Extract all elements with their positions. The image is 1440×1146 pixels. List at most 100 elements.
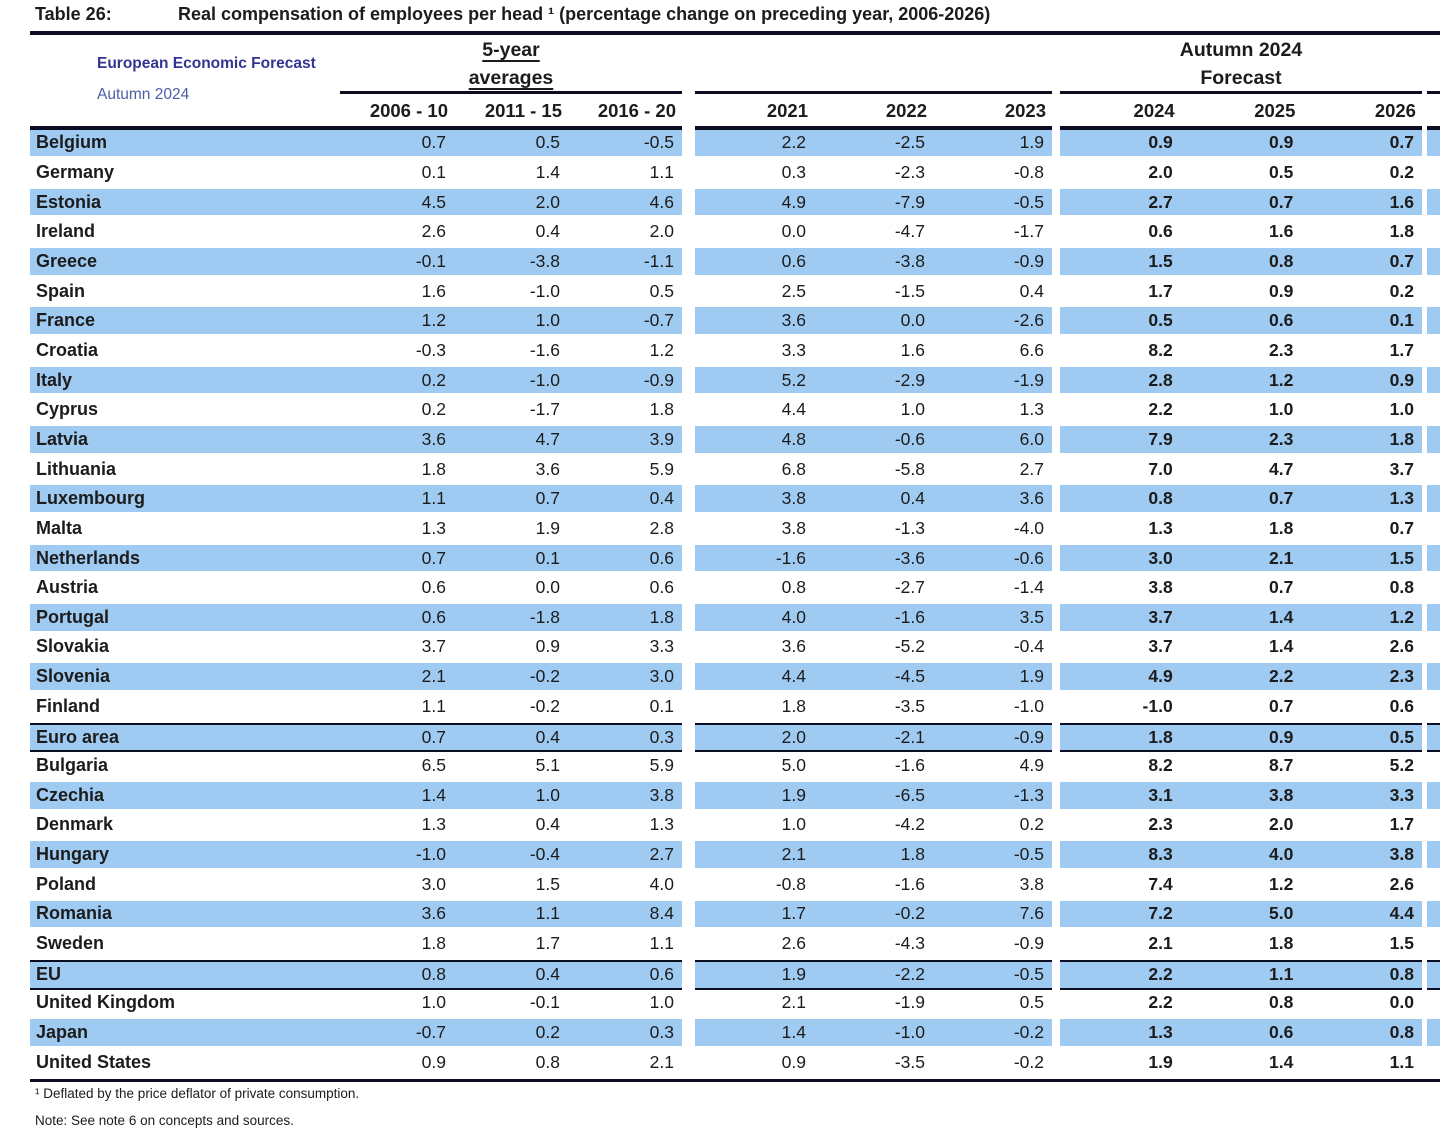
value-cell: 2.7: [1060, 188, 1181, 219]
column-group-gap: [682, 188, 695, 219]
value-cell: 0.7: [1301, 515, 1422, 545]
country-name: Austria: [30, 574, 340, 604]
value-cell: 3.8: [933, 871, 1052, 901]
value-cell: -4.7: [814, 218, 933, 249]
value-cell: 8.2: [1060, 337, 1181, 367]
column-group-gap: [682, 633, 695, 664]
value-cell: 4.4: [1301, 900, 1422, 931]
value-cell: 3.8: [1060, 574, 1181, 604]
column-group-gap: [1421, 159, 1427, 189]
value-cell: 0.9: [1060, 129, 1181, 160]
value-cell: -0.5: [933, 188, 1052, 219]
column-group-gap: [1052, 455, 1060, 486]
value-cell: -2.6: [933, 307, 1052, 338]
column-group-gap: [1421, 692, 1427, 723]
column-group-gap: [682, 159, 695, 189]
value-cell: 1.8: [1180, 930, 1302, 960]
forecast-group-line2: Forecast: [1200, 67, 1282, 89]
cut-off-column: [1426, 634, 1440, 664]
value-cell: 2.2: [1060, 959, 1181, 990]
column-group-gap: [1052, 426, 1060, 456]
cut-off-column: [1426, 1049, 1440, 1079]
country-name: Ireland: [30, 218, 340, 249]
value-cell: 1.1: [340, 693, 454, 723]
value-cell: 0.1: [340, 159, 454, 189]
value-cell: 3.9: [568, 426, 682, 456]
cut-off-column: [1426, 248, 1440, 278]
value-cell: 2.6: [1301, 871, 1422, 901]
cut-off-column: [1426, 366, 1440, 397]
country-name: Romania: [30, 900, 340, 931]
column-group-gap: [1052, 604, 1060, 634]
value-cell: 3.7: [1060, 604, 1181, 634]
value-cell: 0.6: [1301, 693, 1422, 723]
column-group-gap: [1421, 218, 1427, 249]
value-cell: 0.9: [695, 1049, 814, 1079]
value-cell: 0.7: [1301, 248, 1422, 278]
country-row: Latvia 3.6 4.7 3.9 4.8 -0.6 6.0 7.9 2.3 1.8: [30, 426, 1440, 456]
value-cell: 6.5: [340, 752, 454, 782]
cut-off-column: [1426, 485, 1440, 516]
country-name: Euro area: [30, 722, 340, 753]
country-row: Italy 0.2 -1.0 -0.9 5.2 -2.9 -1.9 2.8 1.2 0.9: [30, 366, 1440, 397]
country-row: Czechia 1.4 1.0 3.8 1.9 -6.5 -1.3 3.1 3.8 3.3: [30, 781, 1440, 812]
value-cell: 4.0: [1180, 841, 1302, 871]
value-cell: 2.3: [1180, 426, 1302, 456]
value-cell: 0.9: [1301, 366, 1422, 397]
value-cell: 2.3: [1060, 812, 1181, 842]
year-column-header: 2011 - 15: [484, 100, 562, 121]
value-cell: -4.3: [814, 930, 933, 960]
value-cell: 1.3: [568, 812, 682, 842]
value-cell: 1.5: [454, 871, 568, 901]
country-row: Denmark 1.3 0.4 1.3 1.0 -4.2 0.2 2.3 2.0 1.7: [30, 811, 1440, 842]
value-cell: 1.8: [340, 930, 454, 960]
country-row: United States 0.9 0.8 2.1 0.9 -3.5 -0.2 1.9 1.4 1…: [30, 1048, 1440, 1079]
cut-off-column: [1426, 218, 1440, 249]
value-cell: 3.0: [568, 663, 682, 693]
value-cell: 1.7: [1301, 337, 1422, 367]
value-cell: -1.6: [695, 544, 814, 575]
column-group-gap: [1421, 1048, 1427, 1079]
country-row: Cyprus 0.2 -1.7 1.8 4.4 1.0 1.3 2.2 1.0 1.0: [30, 396, 1440, 427]
column-group-gap: [1421, 663, 1427, 693]
value-cell: 0.7: [454, 485, 568, 516]
value-cell: 1.7: [1301, 812, 1422, 842]
country-row: Estonia 4.5 2.0 4.6 4.9 -7.9 -0.5 2.7 0.7 1.6: [30, 188, 1440, 219]
value-cell: 1.3: [340, 812, 454, 842]
country-name: Croatia: [30, 337, 340, 367]
table-body: Belgium 0.7 0.5 -0.5 2.2 -2.5 1.9 0.9 0.9 0.7 Germ…: [0, 129, 1440, 1079]
value-cell: 2.6: [695, 930, 814, 960]
column-group-gap: [682, 248, 695, 278]
value-cell: 1.6: [1180, 218, 1302, 249]
value-cell: 2.2: [1060, 990, 1181, 1020]
country-row: Ireland 2.6 0.4 2.0 0.0 -4.7 -1.7 0.6 1.6 1.8: [30, 218, 1440, 249]
country-row: Slovenia 2.1 -0.2 3.0 4.4 -4.5 1.9 4.9 2.2 2.3: [30, 663, 1440, 693]
column-group-gap: [1052, 959, 1060, 990]
cut-off-column: [1426, 1019, 1440, 1049]
country-name: Sweden: [30, 930, 340, 960]
value-cell: -1.3: [933, 781, 1052, 812]
column-group-gap: [682, 1048, 695, 1079]
averages-group-line2: averages: [468, 67, 554, 89]
value-cell: 0.8: [695, 574, 814, 604]
value-cell: 3.6: [340, 900, 454, 931]
value-cell: 0.8: [1301, 959, 1422, 990]
column-group-gap: [1052, 930, 1060, 960]
value-cell: 0.3: [568, 722, 682, 753]
value-cell: 5.0: [695, 752, 814, 782]
column-group-gap: [682, 218, 695, 249]
value-cell: 0.5: [933, 990, 1052, 1020]
value-cell: 1.2: [1180, 871, 1302, 901]
value-cell: 2.1: [340, 663, 454, 693]
column-group-gap: [1052, 188, 1060, 219]
value-cell: -0.2: [454, 663, 568, 693]
value-cell: 2.0: [1180, 812, 1302, 842]
forecast-group-line1: Autumn 2024: [1179, 39, 1303, 61]
value-cell: 1.3: [1301, 485, 1422, 516]
value-cell: 1.9: [1060, 1049, 1181, 1079]
value-cell: 0.2: [1301, 159, 1422, 189]
value-cell: 1.1: [1301, 1049, 1422, 1079]
value-cell: 0.2: [1301, 278, 1422, 308]
value-cell: 2.0: [568, 218, 682, 249]
column-group-gap: [1052, 692, 1060, 723]
